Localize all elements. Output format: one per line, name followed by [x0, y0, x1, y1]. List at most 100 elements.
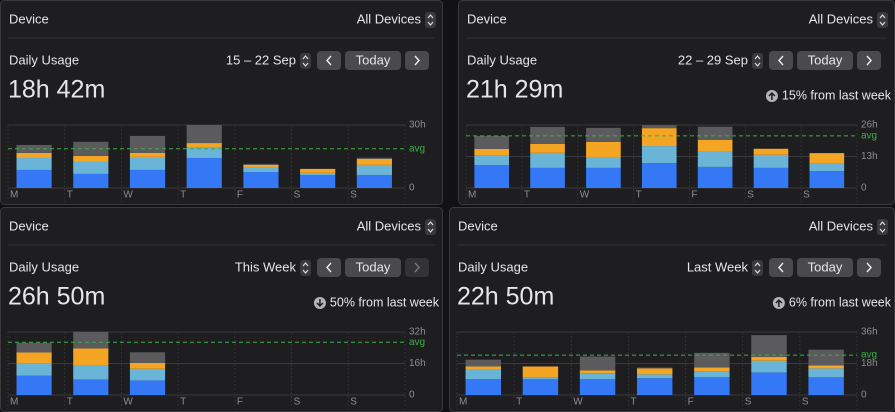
bar-segment — [300, 168, 336, 173]
stepper-icon[interactable] — [427, 221, 434, 233]
period-text[interactable]: 15 – 22 Sep — [226, 52, 296, 67]
device-selector[interactable]: All Devices — [357, 218, 436, 235]
device-selector[interactable]: All Devices — [809, 218, 888, 235]
bar-segment — [16, 144, 52, 153]
prev-button[interactable] — [317, 258, 341, 277]
x-tick-label: W — [123, 190, 133, 201]
bar-segment — [808, 365, 844, 369]
device-label: Device — [467, 11, 507, 26]
today-text[interactable]: Today — [356, 259, 391, 274]
bar-segment — [579, 356, 616, 371]
next-icon[interactable] — [866, 55, 872, 66]
prev-button[interactable] — [317, 51, 341, 70]
bar-segment — [356, 174, 392, 188]
period-text[interactable]: This Week — [235, 259, 297, 274]
next-icon[interactable] — [414, 262, 420, 273]
device-selector-text[interactable]: All Devices — [809, 218, 874, 233]
x-tick-label: F — [691, 190, 697, 201]
period-text[interactable]: 22 – 29 Sep — [678, 52, 748, 67]
y-tick-label: 30h — [409, 120, 426, 131]
x-tick-label: T — [67, 190, 73, 201]
stepper[interactable] — [425, 219, 436, 235]
total: 21h 29m — [466, 76, 563, 104]
prev-icon[interactable] — [326, 262, 332, 273]
device-selector-text[interactable]: All Devices — [809, 11, 874, 26]
bar-segment — [586, 141, 621, 157]
x-tick-label: S — [294, 190, 301, 201]
x-tick-label: S — [803, 190, 810, 201]
today-button[interactable] — [345, 51, 401, 70]
bar-segment — [641, 128, 677, 147]
period-selector[interactable]: 22 – 29 Sep — [678, 52, 763, 69]
today-button[interactable] — [345, 258, 401, 277]
today-button[interactable] — [797, 51, 853, 70]
bar-segment — [530, 152, 565, 168]
bar-segment — [694, 352, 730, 368]
next-icon[interactable] — [414, 55, 420, 66]
device-selector-text[interactable]: All Devices — [357, 218, 422, 233]
today-text[interactable]: Today — [808, 259, 843, 274]
stepper-icon[interactable] — [754, 55, 761, 67]
stepper-icon[interactable] — [879, 14, 886, 26]
bar-segment — [129, 152, 166, 157]
stepper[interactable] — [752, 53, 763, 69]
bar-segment — [474, 155, 510, 165]
y-tick-label: 16h — [409, 358, 426, 369]
x-tick-label: M — [468, 190, 476, 201]
bar-segment — [637, 378, 673, 395]
bar-segment — [16, 157, 52, 170]
prev-button[interactable] — [769, 258, 793, 277]
device-selector-text[interactable]: All Devices — [357, 11, 422, 26]
y-tick-label: 13h — [861, 151, 878, 162]
prev-icon[interactable] — [778, 55, 784, 66]
x-tick-label: T — [636, 190, 642, 201]
next-button[interactable] — [857, 258, 881, 277]
bar-segment — [809, 153, 845, 164]
x-tick-label: W — [580, 190, 590, 201]
x-tick-label: M — [10, 397, 18, 408]
x-tick-label: S — [745, 397, 752, 408]
period-selector[interactable]: Last Week — [687, 259, 763, 276]
stepper[interactable] — [300, 260, 311, 276]
period-text[interactable]: Last Week — [687, 259, 749, 274]
x-tick-label: S — [350, 190, 357, 201]
stepper-icon[interactable] — [427, 14, 434, 26]
bar-segment — [808, 349, 844, 366]
avg-label: avg — [409, 337, 425, 348]
device-selector[interactable]: All Devices — [809, 11, 888, 28]
next-button[interactable] — [405, 51, 429, 70]
next-button[interactable] — [405, 258, 429, 277]
bar-segment — [751, 360, 787, 373]
today-button[interactable] — [797, 258, 853, 277]
device-selector[interactable]: All Devices — [357, 11, 436, 28]
x-tick-label: S — [802, 397, 809, 408]
stepper-icon[interactable] — [754, 262, 761, 274]
usage-label: Daily Usage — [9, 52, 79, 67]
period-selector[interactable]: 15 – 22 Sep — [226, 52, 311, 69]
today-text[interactable]: Today — [808, 52, 843, 67]
y-tick-label: 18h — [861, 358, 878, 369]
bar-segment — [697, 126, 733, 140]
prev-button[interactable] — [769, 51, 793, 70]
next-icon[interactable] — [866, 262, 872, 273]
stepper[interactable] — [877, 12, 888, 28]
period-selector[interactable]: This Week — [235, 259, 311, 276]
stepper-icon[interactable] — [302, 262, 309, 274]
x-tick-label: T — [630, 397, 636, 408]
bar-segment — [522, 366, 559, 378]
bar-segment — [637, 374, 673, 379]
stepper[interactable] — [877, 219, 888, 235]
stepper-icon[interactable] — [302, 55, 309, 67]
bar-segment — [753, 154, 789, 168]
stepper[interactable] — [425, 12, 436, 28]
prev-icon[interactable] — [326, 55, 332, 66]
stepper[interactable] — [300, 53, 311, 69]
stepper-icon[interactable] — [879, 221, 886, 233]
next-button[interactable] — [857, 51, 881, 70]
stepper[interactable] — [752, 260, 763, 276]
y-tick-label: 36h — [861, 327, 878, 338]
usage-label: Daily Usage — [9, 259, 79, 274]
today-text[interactable]: Today — [356, 52, 391, 67]
prev-icon[interactable] — [778, 262, 784, 273]
bar-segment — [641, 125, 677, 129]
